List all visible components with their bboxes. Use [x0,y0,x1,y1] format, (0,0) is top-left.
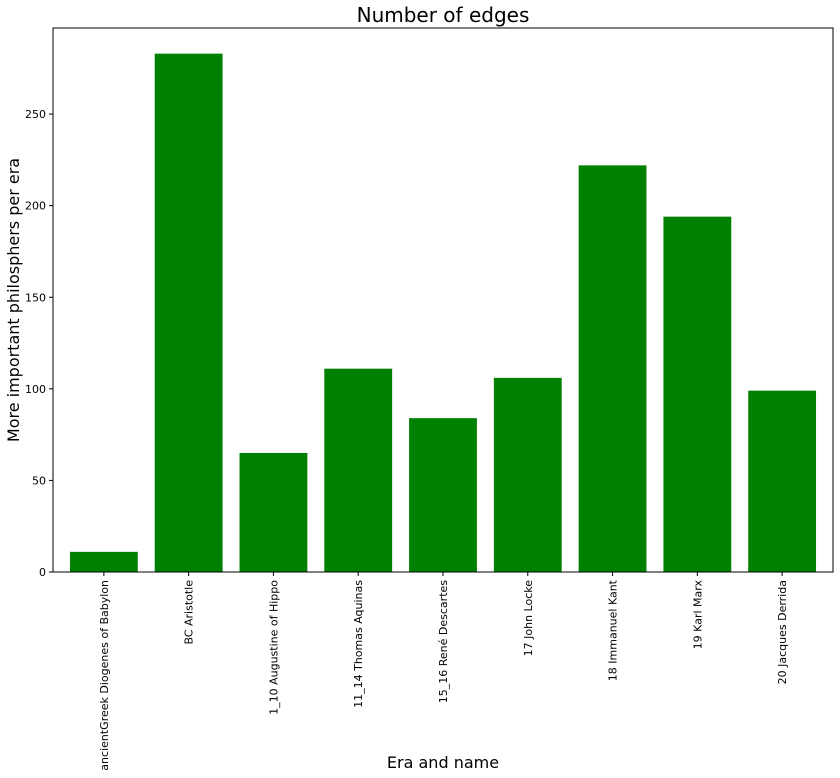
x-axis-ticks: ancientGreek Diogenes of Babylon BC Arist… [98,572,789,771]
bar [493,377,562,572]
y-tick-label: 100 [25,383,46,396]
x-tick-label: 19 Karl Marx [691,580,704,650]
y-tick-label: 200 [25,200,46,213]
bar [578,165,647,573]
x-tick-label: BC Aristotle [183,580,196,645]
bar [154,53,223,573]
x-tick-label: 1_10 Augustine of Hippo [267,580,280,715]
y-axis-label: More important philosphers per era [4,158,23,442]
y-tick-label: 150 [25,291,46,304]
bar [324,368,393,572]
bar [663,216,732,573]
bar [239,452,308,572]
y-tick-label: 250 [25,108,46,121]
x-tick-label: 11_14 Thomas Aquinas [352,580,365,708]
plot-area-frame [52,27,834,573]
y-tick-label: 50 [32,474,46,487]
y-tick-label: 0 [39,566,46,579]
bar [748,390,817,572]
x-tick-label: ancientGreek Diogenes of Babylon [98,580,111,771]
bar [69,551,138,572]
x-tick-label: 17 John Locke [522,580,535,657]
bar [409,418,477,572]
x-axis-label: Era and name [387,753,499,772]
x-tick-label: 15_16 René Descartes [437,580,450,704]
y-axis-ticks: 0 50 100 150 200 250 [25,108,53,579]
x-tick-label: 20 Jacques Derrida [776,580,789,684]
bars-group [69,53,817,573]
x-tick-label: 18 Immanuel Kant [607,579,620,681]
chart-title: Number of edges [357,3,530,27]
